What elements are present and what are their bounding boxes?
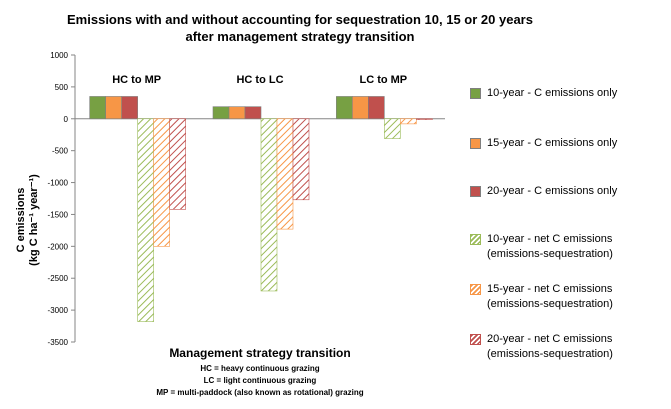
bar-1-4 (276, 118, 294, 230)
y-tick-label: 500 (55, 83, 69, 92)
legend-item-15yr-net: 15-year - net C emissions (emissions-seq… (470, 282, 613, 312)
bar-0-2 (121, 96, 138, 120)
y-tick-label: 0 (64, 115, 69, 124)
bar-0-3 (137, 118, 154, 322)
category-label: HC to MP (112, 74, 161, 86)
bar-0-1 (105, 96, 122, 120)
legend-swatch (470, 88, 481, 99)
legend-item-10yr-emissions: 10-year - C emissions only (470, 86, 617, 101)
bar-2-4 (400, 118, 417, 125)
legend-label: 20-year - net C emissions (emissions-seq… (487, 333, 613, 360)
y-tick-label: -500 (52, 147, 69, 156)
y-tick-label: -3500 (48, 338, 69, 347)
bar-2-5 (416, 118, 433, 120)
chart-title: Emissions with and without accounting fo… (67, 12, 533, 44)
legend-label: 10-year - net C emissions (emissions-seq… (487, 233, 613, 260)
bar-0-0 (89, 96, 106, 120)
legend-swatch (470, 138, 481, 149)
y-tick-label: -1000 (48, 179, 69, 188)
legend-swatch (470, 284, 481, 295)
category-label: HC to LC (236, 74, 283, 86)
y-tick-label: 1000 (50, 51, 68, 60)
bar-1-0 (212, 106, 230, 120)
abbrev-note-mp: MP = multi-paddock (also known as rotati… (156, 388, 364, 397)
abbrev-note-hc: HC = heavy continuous grazing (200, 364, 320, 373)
y-tick-label: -3000 (48, 306, 69, 315)
legend-swatch (470, 334, 481, 345)
bar-1-3 (260, 118, 278, 292)
legend-item-20yr-emissions: 20-year - C emissions only (470, 184, 617, 199)
bar-1-2 (244, 106, 262, 120)
y-tick-label: -2500 (48, 274, 69, 283)
legend-swatch (470, 234, 481, 245)
bar-1-1 (228, 106, 246, 120)
y-tick-label: -2000 (48, 242, 69, 251)
y-axis-title-line2: (kg C ha⁻¹ year⁻¹) (28, 174, 40, 266)
legend-item-10yr-net: 10-year - net C emissions (emissions-seq… (470, 232, 613, 262)
bar-2-0 (336, 96, 353, 120)
y-tick-label: -1500 (48, 210, 69, 219)
bar-1-5 (292, 118, 310, 201)
legend-label: 20-year - C emissions only (487, 185, 618, 197)
y-axis-title: C emissions (kg C ha⁻¹ year⁻¹) (15, 160, 41, 280)
bar-0-5 (169, 118, 186, 210)
legend-label: 15-year - net C emissions (emissions-seq… (487, 283, 613, 310)
bar-0-4 (153, 118, 170, 247)
bar-2-1 (352, 96, 369, 120)
bar-2-3 (384, 118, 401, 139)
legend-item-20yr-net: 20-year - net C emissions (emissions-seq… (470, 332, 613, 362)
legend-item-15yr-emissions: 15-year - C emissions only (470, 136, 617, 151)
legend-label: 10-year - C emissions only (487, 87, 618, 99)
x-axis-title: Management strategy transition (169, 346, 351, 360)
y-axis-title-line1: C emissions (15, 187, 27, 253)
legend-label: 15-year - C emissions only (487, 137, 618, 149)
legend-swatch (470, 186, 481, 197)
abbrev-note-lc: LC = light continuous grazing (203, 376, 317, 385)
category-label: LC to MP (359, 74, 407, 86)
bar-2-2 (368, 96, 385, 120)
